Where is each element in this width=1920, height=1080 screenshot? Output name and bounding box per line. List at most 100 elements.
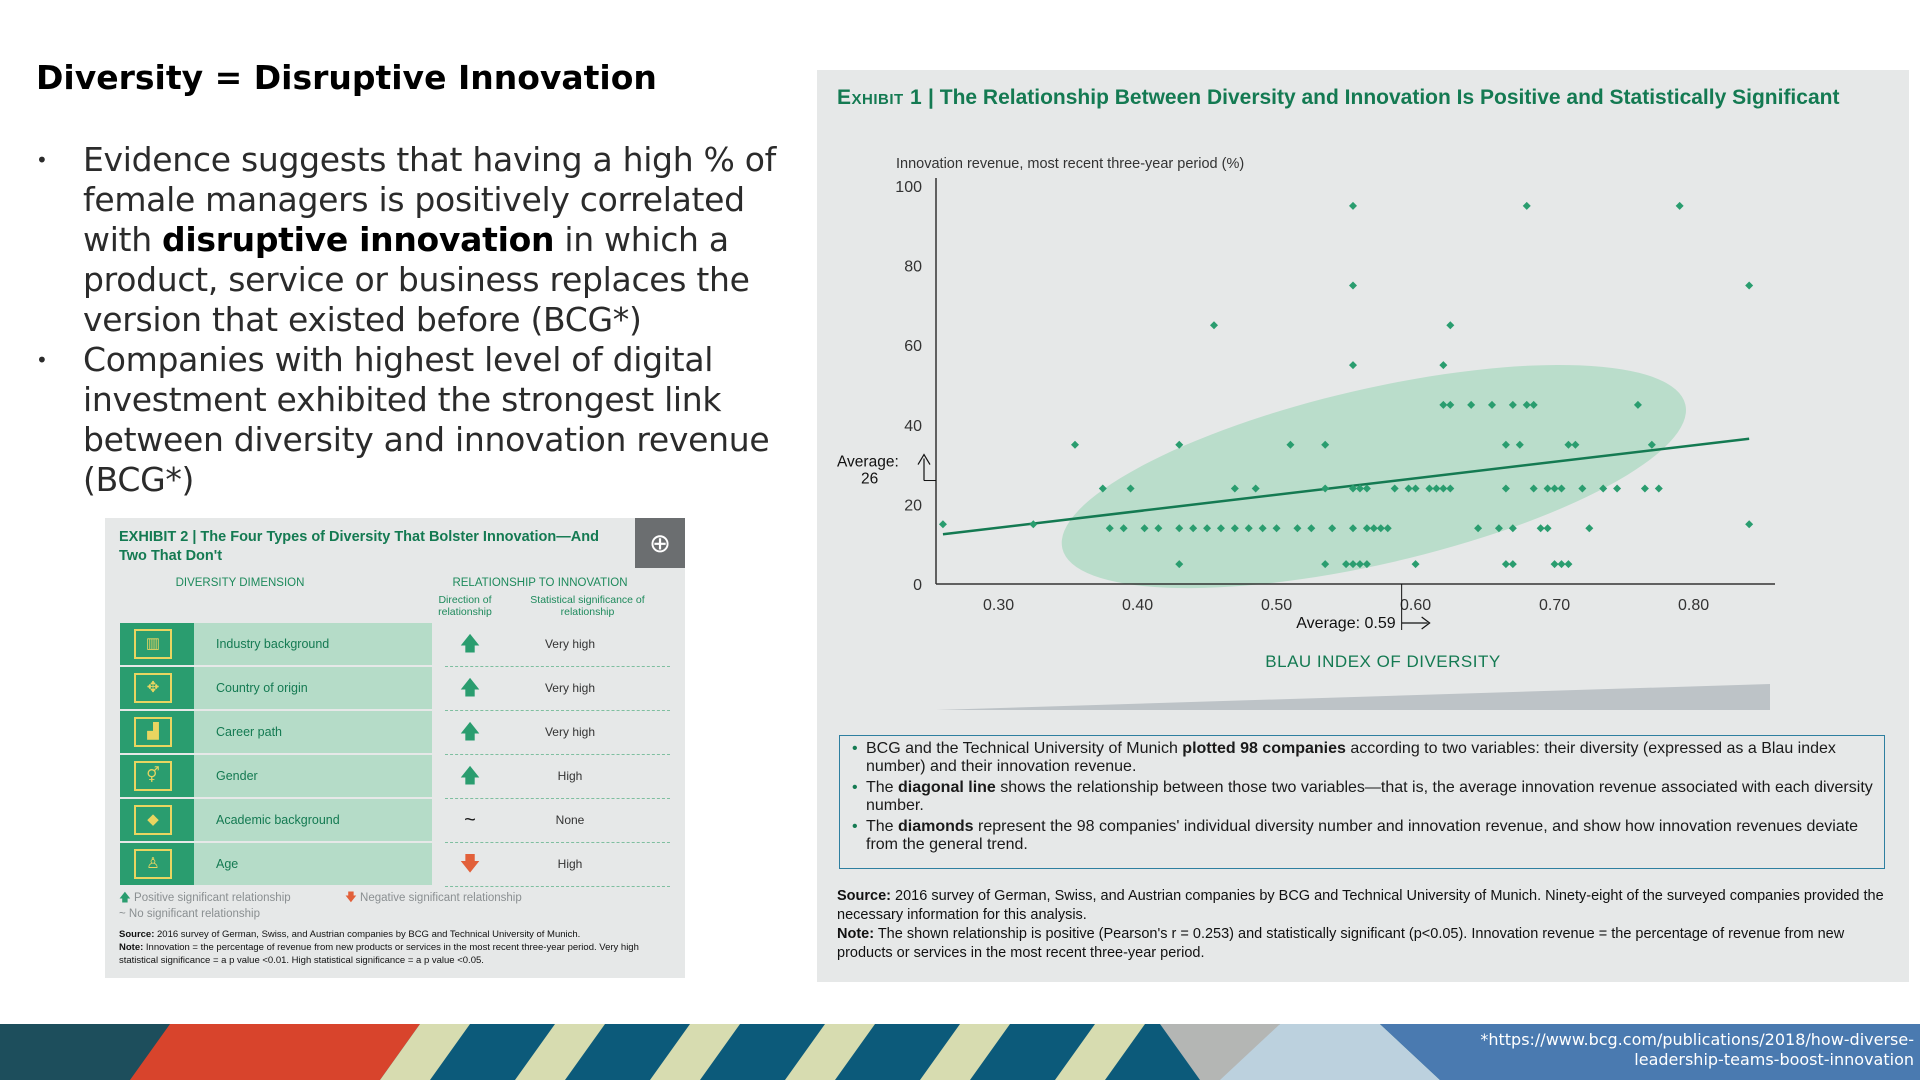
significance-value: High (557, 769, 583, 783)
exhibit1-panel: Exhibit 1 | The Relationship Between Div… (817, 70, 1909, 982)
data-point (1349, 361, 1357, 370)
data-point (1244, 524, 1253, 533)
legend-up-arrow-icon: 🡅 (119, 892, 131, 904)
dimension-label: Age (194, 843, 432, 885)
diversity-wedge (936, 684, 1770, 710)
data-point (1543, 484, 1552, 493)
exhibit1-note-text: The shown relationship is positive (Pear… (837, 926, 1845, 961)
data-point (1230, 484, 1239, 493)
row-divider (445, 842, 670, 843)
x-tick-label: 0.60 (1400, 597, 1431, 614)
data-point (1251, 484, 1260, 493)
globe-people-icon: ✥ (120, 667, 204, 709)
explanation1-text-a: BCG and the Technical University of Muni… (866, 740, 1183, 757)
data-point (1210, 321, 1218, 330)
data-point (1349, 524, 1357, 533)
data-point (1508, 524, 1517, 533)
significance-value: Very high (544, 681, 596, 695)
data-point (1654, 484, 1663, 493)
exhibit1-source-text: 2016 survey of German, Swiss, and Austri… (837, 888, 1884, 923)
footer-stripe (785, 1024, 875, 1080)
exhibit2-title-line1: EXHIBIT 2 | The Four Types of Diversity … (119, 529, 599, 545)
data-point (1508, 400, 1517, 409)
data-point (1321, 440, 1330, 449)
data-point (1675, 201, 1684, 210)
significance-value: Very high (544, 725, 596, 739)
exhibit1-note-label: Note: (837, 926, 875, 942)
data-point (1349, 201, 1357, 210)
age-people-icon: ♙ (120, 843, 204, 885)
data-point (1349, 560, 1357, 569)
y-tick-label: 20 (904, 497, 922, 514)
data-point (1446, 484, 1455, 493)
graduation-cap-icon-glyph: ◆ (134, 805, 172, 835)
data-point (1745, 520, 1754, 529)
expand-icon[interactable]: ⊕ (635, 518, 685, 568)
data-point (1467, 400, 1476, 409)
data-point (1647, 440, 1656, 449)
more-diverse-label: More diverse (1681, 719, 1768, 720)
data-point (1328, 524, 1337, 533)
bullet1-text-b: in which a product, service or business … (83, 220, 750, 339)
legend-none: ~ No significant relationship (119, 908, 260, 920)
y-tick-label: 60 (904, 338, 922, 355)
data-point (1230, 524, 1239, 533)
exhibit2-note-text: Innovation = the percentage of revenue f… (119, 942, 639, 966)
data-point (1585, 524, 1594, 533)
x-tick-label: 0.40 (1122, 597, 1153, 614)
explanation-item: The diamonds represent the 98 companies'… (852, 818, 1874, 854)
avg-y-arrow-icon (917, 453, 931, 465)
data-point (1439, 400, 1448, 409)
data-point (1175, 524, 1184, 533)
data-point (1321, 560, 1330, 569)
data-point (1362, 560, 1371, 569)
data-point (1571, 440, 1580, 449)
significance-value: High (557, 857, 583, 871)
explanation3-text-a: The (866, 818, 899, 835)
direction-up-icon: 🡅 (459, 633, 481, 655)
data-point (1362, 524, 1371, 533)
bullet1-text-a: Evidence suggests that having a high % o… (83, 140, 776, 259)
footnote-url-link[interactable]: *https://www.bcg.com/publications/2018/h… (1480, 1030, 1914, 1069)
data-point (1425, 484, 1434, 493)
data-point (1501, 440, 1510, 449)
avg-x-label: Average: 0.59 (1296, 615, 1395, 632)
explanation2-text-a: The (866, 779, 899, 796)
explanation-item: The diagonal line shows the relationship… (852, 779, 1874, 815)
data-point (938, 520, 947, 529)
data-point (1501, 560, 1510, 569)
data-point (1362, 484, 1371, 493)
globe-people-icon-glyph: ✥ (134, 673, 172, 703)
data-point (1522, 400, 1531, 409)
data-point (1286, 440, 1295, 449)
less-diverse-label: Less diverse (936, 719, 1020, 720)
footer-stripe (1380, 1024, 1920, 1080)
sub-significance: Statistical significance of relationship (530, 594, 645, 618)
slide-title: Diversity = Disruptive Innovation (36, 58, 657, 97)
y-tick-label: 100 (895, 179, 922, 196)
legend-negative-text: Negative significant relationship (360, 892, 522, 904)
footer-stripe (130, 1024, 420, 1080)
exhibit1-title-text: | The Relationship Between Diversity and… (922, 86, 1840, 109)
direction-down-icon: 🡇 (459, 853, 481, 875)
explanation1-text-b: according to two variables: their divers… (866, 740, 1836, 775)
data-point (1390, 484, 1399, 493)
data-point (1383, 524, 1392, 533)
direction-up-icon: 🡅 (459, 765, 481, 787)
footer-stripe (380, 1024, 470, 1080)
data-point (1446, 400, 1455, 409)
footer-stripe (1220, 1024, 1440, 1080)
row-divider (445, 886, 670, 887)
significance-value: Very high (544, 637, 596, 651)
data-point (1126, 484, 1135, 493)
data-point (1355, 560, 1364, 569)
legend-positive: 🡅 Positive significant relationship (119, 890, 291, 909)
dimension-label: Gender (194, 755, 432, 797)
x-tick-label: 0.70 (1539, 597, 1570, 614)
data-point (1140, 524, 1149, 533)
col-dimension-header: DIVERSITY DIMENSION (175, 577, 305, 589)
factory-icon: ▥ (120, 623, 204, 665)
footer-stripe (515, 1024, 605, 1080)
dimension-label: Industry background (194, 623, 432, 665)
exhibit2-title: EXHIBIT 2 | The Four Types of Diversity … (119, 528, 639, 566)
